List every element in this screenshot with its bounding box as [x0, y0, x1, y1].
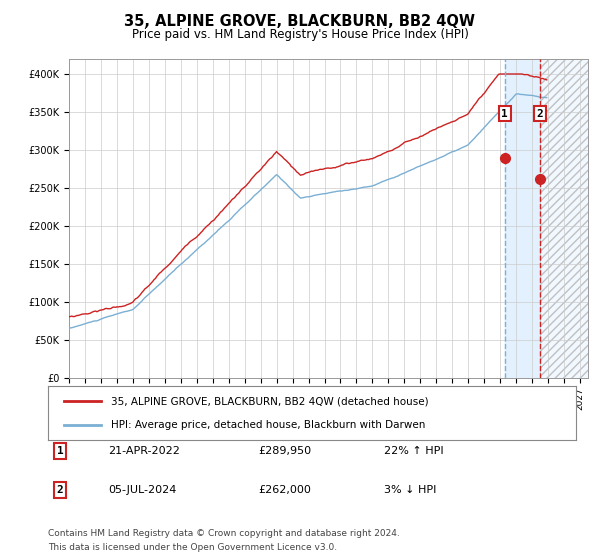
Text: 22% ↑ HPI: 22% ↑ HPI [384, 446, 443, 456]
Text: 1: 1 [56, 446, 64, 456]
Bar [540, 59, 588, 378]
Bar [540, 59, 588, 378]
Text: This data is licensed under the Open Government Licence v3.0.: This data is licensed under the Open Gov… [48, 543, 337, 552]
Text: 2: 2 [537, 109, 544, 119]
Text: 3% ↓ HPI: 3% ↓ HPI [384, 485, 436, 495]
Text: Price paid vs. HM Land Registry's House Price Index (HPI): Price paid vs. HM Land Registry's House … [131, 28, 469, 41]
Text: 35, ALPINE GROVE, BLACKBURN, BB2 4QW: 35, ALPINE GROVE, BLACKBURN, BB2 4QW [125, 14, 476, 29]
Text: 05-JUL-2024: 05-JUL-2024 [108, 485, 176, 495]
Text: Contains HM Land Registry data © Crown copyright and database right 2024.: Contains HM Land Registry data © Crown c… [48, 529, 400, 538]
Text: 35, ALPINE GROVE, BLACKBURN, BB2 4QW (detached house): 35, ALPINE GROVE, BLACKBURN, BB2 4QW (de… [112, 396, 429, 407]
Bar [505, 59, 540, 378]
Text: 21-APR-2022: 21-APR-2022 [108, 446, 180, 456]
Text: HPI: Average price, detached house, Blackburn with Darwen: HPI: Average price, detached house, Blac… [112, 419, 426, 430]
Text: 1: 1 [502, 109, 508, 119]
Text: 2: 2 [56, 485, 64, 495]
Text: £289,950: £289,950 [258, 446, 311, 456]
Text: £262,000: £262,000 [258, 485, 311, 495]
